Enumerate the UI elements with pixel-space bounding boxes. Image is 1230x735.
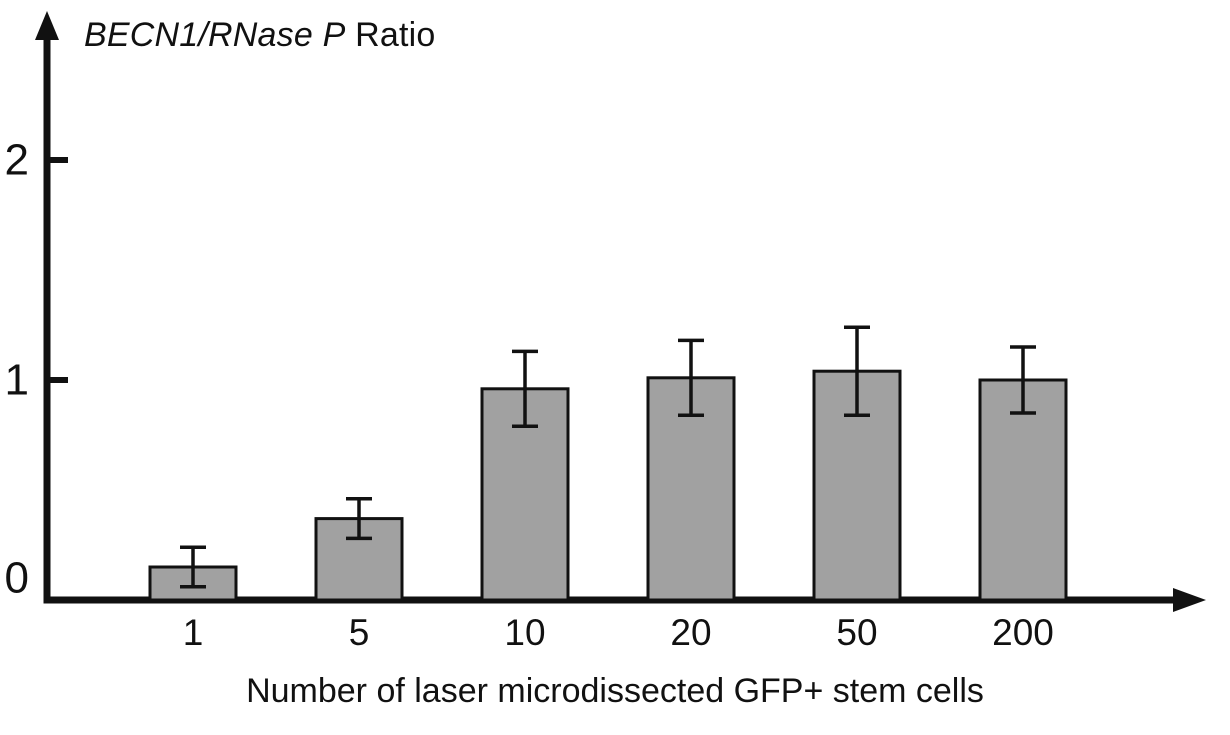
y-axis-arrowhead xyxy=(35,11,59,40)
x-tick-label: 1 xyxy=(183,612,204,653)
y-tick-label: 0 xyxy=(5,554,29,603)
x-tick-label: 10 xyxy=(504,612,545,653)
chart-title-regular-part: Ratio xyxy=(345,16,436,54)
x-tick-label: 200 xyxy=(992,612,1054,653)
chart-title-italic-part: BECN1/RNase P xyxy=(84,16,346,54)
bar-50 xyxy=(812,369,902,602)
chart-title: BECN1/RNase P Ratio xyxy=(84,16,436,55)
x-tick-label: 20 xyxy=(670,612,711,653)
x-axis-arrowhead xyxy=(1173,588,1206,612)
y-tick-label: 1 xyxy=(5,356,29,405)
bar-200 xyxy=(978,378,1068,602)
y-tick-label: 2 xyxy=(5,136,29,185)
x-tick-label: 5 xyxy=(349,612,370,653)
x-axis-label: Number of laser microdissected GFP+ stem… xyxy=(246,672,984,710)
x-tick-label: 50 xyxy=(836,612,877,653)
